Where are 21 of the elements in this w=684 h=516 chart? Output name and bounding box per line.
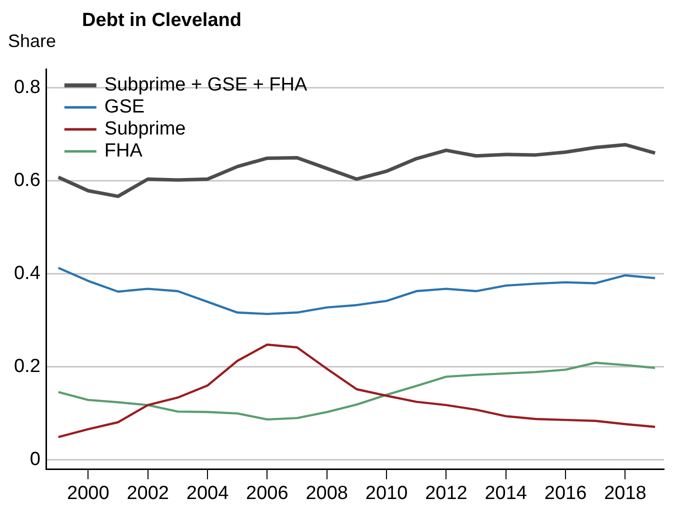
x-tick-label: 2006: [246, 482, 288, 504]
x-tick-label: 2002: [126, 482, 169, 504]
legend-label: Subprime: [104, 118, 186, 140]
x-tick-label: 2018: [604, 482, 646, 504]
y-tick-label: 0.8: [14, 77, 40, 98]
legend-label: GSE: [104, 96, 145, 118]
x-tick-label: 2014: [484, 482, 528, 504]
x-tick-label: 2000: [67, 482, 110, 504]
y-tick-label: 0.2: [14, 356, 40, 378]
x-tick-label: 2012: [425, 482, 468, 504]
y-tick-label: 0.4: [14, 263, 41, 284]
x-tick-label: 2008: [306, 482, 348, 504]
legend-label: FHA: [104, 140, 143, 162]
y-tick-label: 0.6: [14, 170, 40, 192]
x-tick-label: 2010: [365, 482, 408, 504]
x-tick-label: 2004: [186, 482, 230, 504]
chart-title: Debt in Cleveland: [82, 10, 242, 32]
y-tick-label: 0: [30, 449, 40, 470]
legend-label: Subprime + GSE + FHA: [104, 74, 308, 96]
x-tick-label: 2016: [544, 482, 587, 504]
y-axis-title: Share: [8, 31, 56, 52]
